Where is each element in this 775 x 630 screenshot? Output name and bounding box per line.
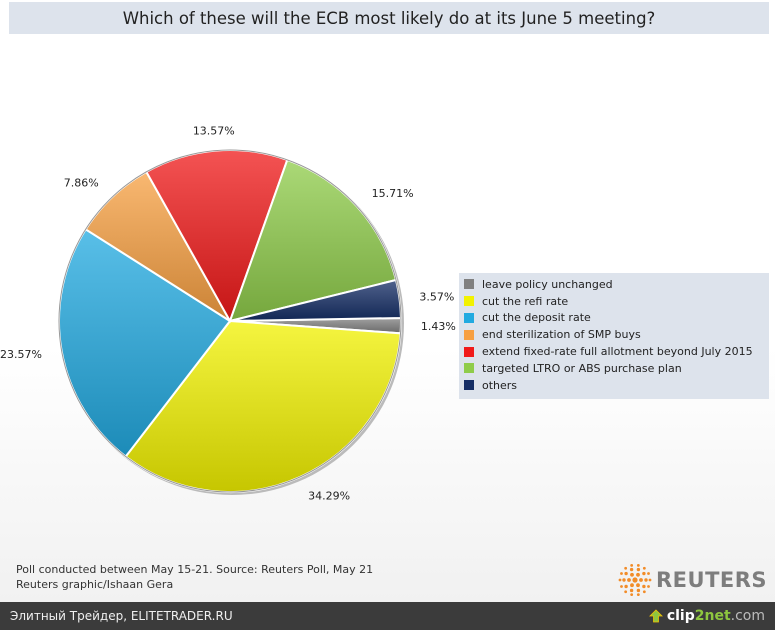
data-label-deposit: 23.57%: [0, 348, 42, 361]
legend-item-ltro_full: extend fixed-rate full allotment beyond …: [464, 343, 769, 360]
data-label-ltro_full: 13.57%: [193, 125, 235, 138]
data-label-smp: 7.86%: [64, 176, 99, 189]
legend-item-leave: leave policy unchanged: [464, 276, 769, 293]
legend-item-deposit: cut the deposit rate: [464, 310, 769, 327]
legend-label: extend fixed-rate full allotment beyond …: [482, 345, 753, 359]
pie-chart: 1.43% 34.29% 23.57% 7.86% 13.57% 15.71% 3.57%: [0, 125, 456, 503]
legend-label: leave policy unchanged: [482, 277, 613, 291]
legend-item-smp: end sterilization of SMP buys: [464, 326, 769, 343]
data-label-leave: 1.43%: [421, 320, 456, 333]
reuters-brand: REUTERS: [618, 562, 767, 598]
legend-swatch: [464, 329, 474, 340]
legend-swatch: [464, 363, 474, 374]
chart-area: 1.43% 34.29% 23.57% 7.86% 13.57% 15.71% 3.57% …: [0, 36, 775, 602]
legend-item-refi: cut the refi rate: [464, 293, 769, 310]
pie-outline: [58, 149, 402, 493]
chart-legend: leave policy unchanged cut the refi rate c…: [459, 273, 769, 399]
clip2net-part-b: 2net: [694, 608, 731, 624]
data-label-others: 3.57%: [419, 290, 454, 303]
clip2net-part-a: clip: [666, 608, 695, 624]
legend-label: others: [482, 378, 518, 392]
footnote-credit: Reuters graphic/Ishaan Gera: [16, 578, 174, 591]
chart-title: Which of these will the ECB most likely …: [122, 8, 656, 28]
clip2net-part-c: .com: [730, 608, 765, 624]
legend-item-ltro_abs: targeted LTRO or ABS purchase plan: [464, 360, 769, 377]
data-label-refi: 34.29%: [308, 489, 350, 502]
chart-footnote: Poll conducted between May 15-21. Source…: [16, 562, 373, 592]
source-site-label: Элитный Трейдер, ELITETRADER.RU: [10, 609, 233, 623]
upload-arrow-icon: [648, 609, 663, 623]
legend-label: targeted LTRO or ABS purchase plan: [482, 361, 682, 375]
footnote-source: Poll conducted between May 15-21. Source…: [16, 563, 374, 576]
reuters-wordmark: REUTERS: [656, 568, 768, 592]
data-label-ltro_abs: 15.71%: [372, 187, 414, 200]
legend-swatch: [464, 296, 474, 307]
chart-title-bar: Which of these will the ECB most likely …: [9, 2, 769, 34]
legend-swatch: [464, 380, 474, 391]
legend-swatch: [464, 312, 474, 323]
legend-item-others: others: [464, 377, 769, 394]
legend-label: cut the deposit rate: [482, 311, 591, 325]
legend-label: cut the refi rate: [482, 294, 569, 308]
legend-label: end sterilization of SMP buys: [482, 328, 641, 342]
reuters-dots-logo-icon: [618, 563, 652, 597]
legend-swatch: [464, 346, 474, 357]
legend-swatch: [464, 279, 474, 290]
bottom-bar: Элитный Трейдер, ELITETRADER.RU clip 2net…: [0, 602, 775, 630]
clip2net-brand[interactable]: clip 2net .com: [648, 608, 765, 624]
